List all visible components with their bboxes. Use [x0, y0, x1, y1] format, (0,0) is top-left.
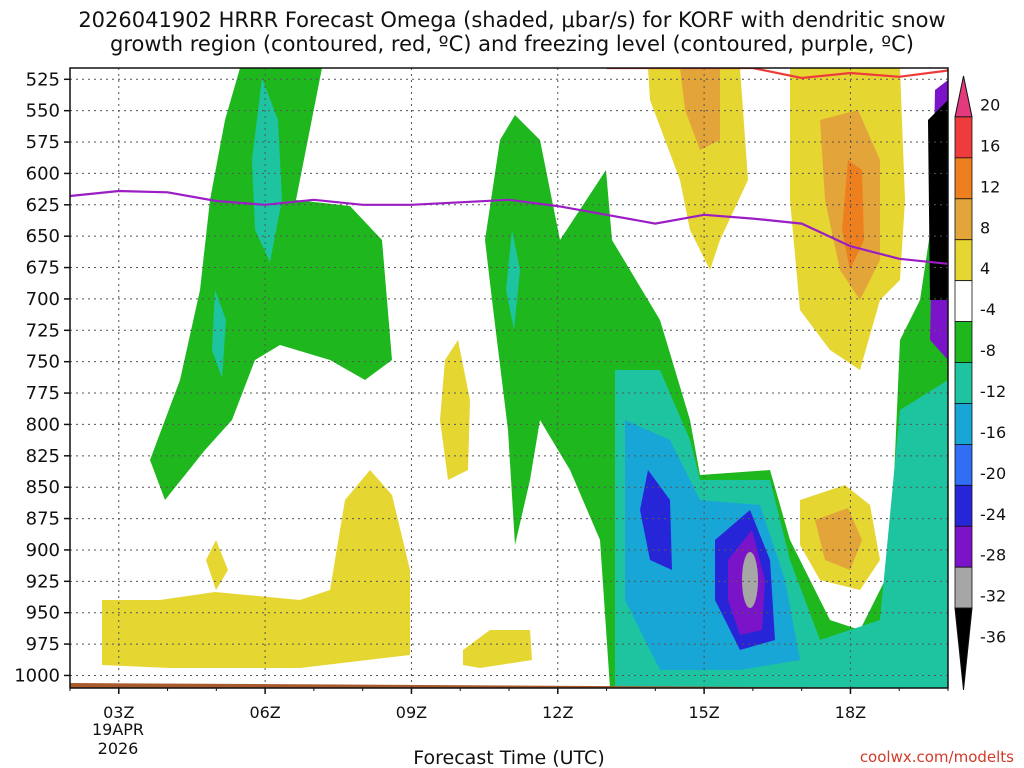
omega-shading [70, 68, 948, 688]
contour-freezing-level-purple-c- [70, 189, 948, 265]
credit-text: coolwx.com/modelts [860, 748, 1014, 766]
x-tick-label: 09Z [396, 703, 427, 722]
omega-east-black [928, 100, 948, 300]
omega-sinking-mid [440, 340, 470, 480]
colorbar-swatch [954, 566, 973, 609]
colorbar-label: -12 [980, 382, 1006, 401]
x-tick-label: 03Z [103, 703, 134, 722]
x-tick-label: 06Z [249, 703, 280, 722]
colorbar-label: -8 [980, 341, 996, 360]
colorbar-swatch [954, 525, 973, 568]
chart-title-line-2: growth region (contoured, red, ºC) and f… [110, 32, 914, 56]
y-tick-label: 625 [26, 195, 60, 216]
omega-gray-core [742, 552, 758, 608]
omega-blue-core [640, 470, 672, 570]
omega-sinking-small [463, 630, 532, 668]
omega-sinking-low [102, 470, 410, 668]
colorbar-label: 16 [980, 136, 1000, 155]
y-tick-label: 700 [26, 289, 60, 310]
y-tick-label: 525 [26, 69, 60, 90]
omega-sinking-upper-red [842, 160, 864, 270]
grid-lines [70, 68, 948, 688]
y-tick-label: 750 [26, 352, 60, 373]
y-tick-label: 575 [26, 132, 60, 153]
colorbar-bottom-arrow [954, 607, 973, 691]
x-tick-label: 12Z [542, 703, 573, 722]
omega-band-west-core [252, 78, 282, 262]
date-label-day: 19APR [92, 720, 144, 739]
chart-title-line-1: 2026041902 HRRR Forecast Omega (shaded, … [78, 8, 946, 32]
y-tick-label: 800 [26, 414, 60, 435]
contour-dendritic-snow-growth-region-top-red-c- [606, 68, 948, 80]
y-tick-label: 875 [26, 509, 60, 530]
colorbar-swatch [954, 157, 973, 200]
y-tick-label: 1000 [14, 665, 60, 686]
colorbar-swatch [954, 443, 973, 486]
colorbar-swatch [954, 239, 973, 282]
y-tick-label: 925 [26, 571, 60, 592]
colorbar-label: -28 [980, 546, 1006, 565]
colorbar-swatch [954, 280, 973, 322]
y-tick-label: 675 [26, 258, 60, 279]
colorbar-label: -24 [980, 505, 1006, 524]
x-axis-ticks: 03Z 06Z 09Z 12Z 15Z 18Z [69, 688, 949, 722]
contour-lines [70, 68, 948, 265]
colorbar: 20 16 12 8 4 -4 -8 -12 -16 -20 -24 -28 -32 -36 [954, 75, 1006, 691]
x-tick-label: 15Z [688, 703, 719, 722]
omega-sinking-low-2 [206, 540, 228, 590]
omega-band-west [150, 68, 392, 500]
colorbar-top-arrow [954, 75, 973, 118]
colorbar-swatch [954, 362, 973, 404]
omega-band-central [485, 90, 948, 688]
x-tick-label: 18Z [835, 703, 866, 722]
y-tick-label: 725 [26, 320, 60, 341]
y-tick-label: 825 [26, 446, 60, 467]
omega-band-west-core-2 [212, 290, 226, 378]
colorbar-swatch [954, 116, 973, 159]
colorbar-label: -32 [980, 587, 1006, 606]
colorbar-label: 20 [980, 95, 1000, 114]
colorbar-swatch [954, 198, 973, 241]
y-tick-label: 775 [26, 383, 60, 404]
omega-sinking-upper [648, 68, 748, 270]
y-tick-label: 850 [26, 477, 60, 498]
colorbar-label: 12 [980, 177, 1000, 196]
colorbar-swatch [954, 321, 973, 363]
colorbar-label: 8 [980, 218, 990, 237]
surface-ground [70, 683, 948, 688]
colorbar-label: -36 [980, 628, 1006, 647]
colorbar-label: -16 [980, 423, 1006, 442]
colorbar-swatch [954, 403, 973, 445]
y-tick-label: 600 [26, 163, 60, 184]
y-axis-ticks: 525 550 575 600 625 650 675 700 725 750 775 800 825 8… [14, 69, 70, 686]
y-tick-label: 900 [26, 540, 60, 561]
y-tick-label: 950 [26, 603, 60, 624]
colorbar-label: -4 [980, 300, 996, 319]
y-tick-label: 650 [26, 226, 60, 247]
colorbar-label: -20 [980, 464, 1006, 483]
y-tick-label: 550 [26, 101, 60, 122]
y-tick-label: 975 [26, 634, 60, 655]
omega-band-central-core [506, 230, 520, 330]
omega-sinking-upper-orange-2 [680, 68, 720, 150]
date-label-year: 2026 [98, 739, 139, 758]
x-axis-label: Forecast Time (UTC) [413, 747, 604, 768]
colorbar-label: 4 [980, 259, 990, 278]
colorbar-swatch [954, 484, 973, 527]
